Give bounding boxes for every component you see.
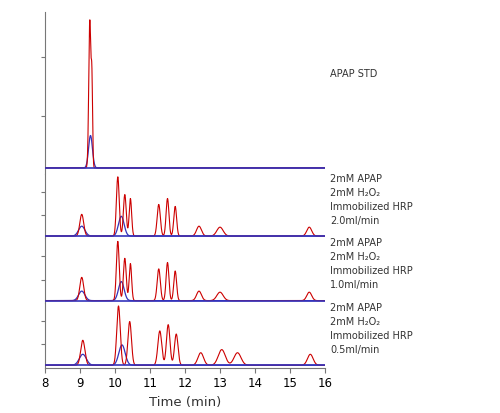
Text: APAP STD: APAP STD [330,69,378,79]
X-axis label: Time (min): Time (min) [149,396,221,409]
Text: 2mM APAP
2mM H₂O₂
Immobilized HRP
1.0ml/min: 2mM APAP 2mM H₂O₂ Immobilized HRP 1.0ml/… [330,238,413,290]
Text: 2mM APAP
2mM H₂O₂
Immobilized HRP
2.0ml/min: 2mM APAP 2mM H₂O₂ Immobilized HRP 2.0ml/… [330,174,413,225]
Text: 2mM APAP
2mM H₂O₂
Immobilized HRP
0.5ml/min: 2mM APAP 2mM H₂O₂ Immobilized HRP 0.5ml/… [330,303,413,355]
